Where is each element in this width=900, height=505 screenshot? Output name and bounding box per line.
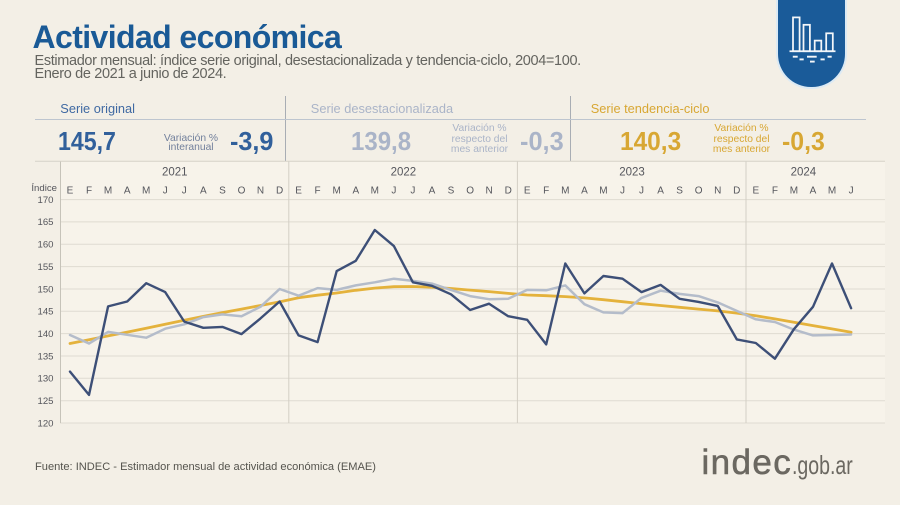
svg-text:F: F [772,185,778,196]
svg-text:160: 160 [37,240,53,251]
svg-text:2022: 2022 [391,167,417,179]
svg-text:120: 120 [37,418,53,429]
svg-text:E: E [67,185,74,196]
svg-text:N: N [485,185,492,196]
svg-text:J: J [391,185,396,196]
svg-text:A: A [124,185,131,196]
svg-text:130: 130 [37,374,53,385]
svg-text:J: J [410,185,415,196]
svg-text:2021: 2021 [162,167,188,179]
svg-text:155: 155 [37,262,53,273]
svg-text:E: E [752,185,759,196]
svg-text:O: O [695,185,703,196]
svg-text:2023: 2023 [619,167,645,179]
svg-text:A: A [200,185,207,196]
svg-text:O: O [466,185,474,196]
svg-text:M: M [599,185,607,196]
svg-text:Índice: Índice [31,183,57,194]
svg-text:A: A [429,185,436,196]
svg-text:M: M [371,185,379,196]
svg-text:N: N [714,185,721,196]
svg-text:135: 135 [37,351,53,362]
svg-text:145: 145 [37,307,53,318]
svg-text:D: D [276,185,283,196]
svg-text:A: A [810,185,817,196]
svg-text:170: 170 [37,195,53,206]
svg-text:J: J [620,185,625,196]
svg-text:M: M [790,185,798,196]
svg-text:M: M [333,185,341,196]
svg-text:E: E [295,185,302,196]
svg-text:N: N [257,185,264,196]
svg-text:S: S [676,185,683,196]
svg-text:140: 140 [37,329,53,340]
svg-text:M: M [561,185,569,196]
svg-text:O: O [238,185,246,196]
svg-text:F: F [315,185,321,196]
svg-text:A: A [581,185,588,196]
svg-text:F: F [543,185,549,196]
svg-text:J: J [849,185,854,196]
svg-text:J: J [163,185,168,196]
svg-text:J: J [182,185,187,196]
svg-text:125: 125 [37,396,53,407]
svg-text:D: D [733,185,740,196]
svg-text:150: 150 [37,284,53,295]
svg-text:M: M [142,185,150,196]
svg-text:E: E [524,185,531,196]
svg-text:D: D [505,185,512,196]
svg-text:S: S [219,185,226,196]
svg-text:2024: 2024 [791,167,817,179]
svg-text:F: F [86,185,92,196]
svg-text:S: S [448,185,455,196]
svg-text:165: 165 [37,217,53,228]
svg-text:M: M [828,185,836,196]
svg-text:A: A [352,185,359,196]
svg-text:J: J [639,185,644,196]
svg-text:M: M [104,185,112,196]
svg-text:A: A [657,185,664,196]
